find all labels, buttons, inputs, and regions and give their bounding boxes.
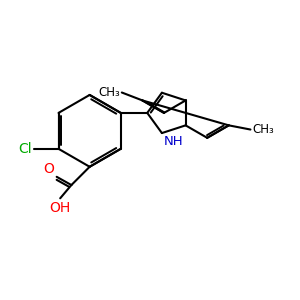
Text: NH: NH [164, 134, 183, 148]
Text: OH: OH [50, 201, 71, 214]
Text: O: O [44, 162, 54, 176]
Text: CH₃: CH₃ [99, 86, 120, 99]
Text: CH₃: CH₃ [252, 123, 274, 136]
Text: Cl: Cl [19, 142, 32, 156]
